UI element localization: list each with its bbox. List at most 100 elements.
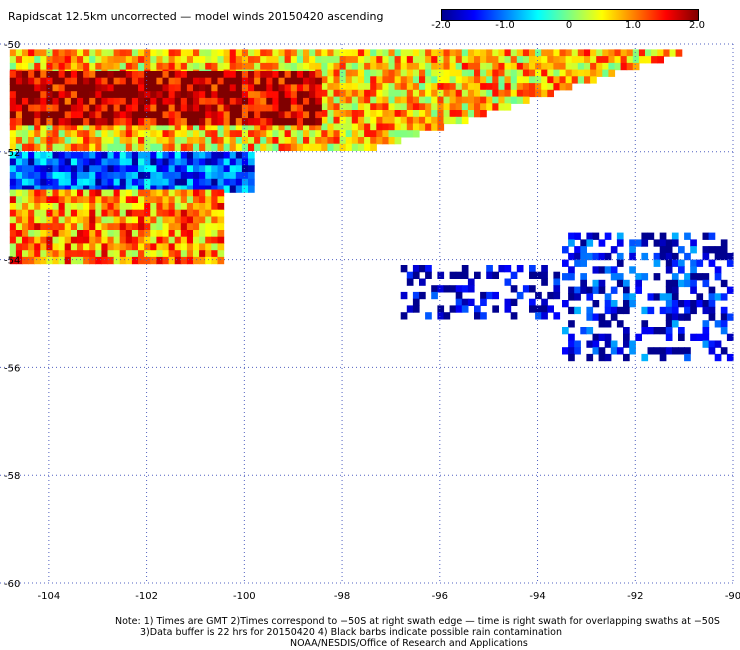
- heatmap-cell: [400, 96, 408, 104]
- heatmap-cell: [150, 223, 157, 231]
- heatmap-cell: [708, 313, 716, 321]
- heatmap-cell: [541, 278, 548, 286]
- heatmap-cell: [412, 56, 420, 64]
- heatmap-cell: [70, 223, 78, 231]
- heatmap-cell: [553, 271, 561, 279]
- heatmap-cell: [388, 103, 396, 111]
- heatmap-cell: [614, 49, 622, 57]
- heatmap-cell: [376, 89, 383, 98]
- heatmap-cell: [303, 56, 310, 64]
- heatmap-cell: [431, 76, 438, 84]
- heatmap-cell: [174, 189, 182, 197]
- heatmap-cell: [193, 130, 200, 138]
- heatmap-cell: [89, 97, 96, 106]
- heatmap-cell: [119, 118, 127, 126]
- heatmap-cell: [193, 250, 200, 258]
- heatmap-cell: [626, 56, 634, 64]
- heatmap-cell: [339, 56, 347, 64]
- heatmap-cell: [529, 89, 536, 98]
- heatmap-cell: [461, 62, 469, 71]
- heatmap-cell: [623, 353, 630, 362]
- heatmap-cell: [125, 178, 133, 187]
- heatmap-cell: [205, 230, 212, 238]
- heatmap-cell: [162, 185, 170, 193]
- heatmap-cell: [702, 273, 710, 281]
- heatmap-cell: [113, 256, 121, 265]
- heatmap-cell: [180, 203, 188, 211]
- heatmap-cell: [659, 252, 667, 261]
- heatmap-cell: [266, 143, 273, 151]
- heatmap-cell: [309, 137, 316, 145]
- heatmap-cell: [180, 111, 188, 119]
- heatmap-cell: [394, 103, 402, 111]
- heatmap-cell: [315, 118, 322, 126]
- heatmap-cell: [193, 143, 200, 151]
- heatmap-cell: [486, 62, 493, 71]
- heatmap-cell: [113, 143, 121, 151]
- heatmap-cell: [138, 230, 145, 238]
- heatmap-cell: [34, 236, 41, 244]
- heatmap-cell: [333, 83, 341, 91]
- heatmap-cell: [388, 89, 396, 98]
- heatmap-cell: [156, 143, 164, 151]
- heatmap-cell: [382, 96, 390, 104]
- heatmap-cell: [309, 71, 316, 79]
- heatmap-cell: [574, 252, 581, 261]
- heatmap-cell: [461, 265, 469, 273]
- heatmap-cell: [174, 104, 182, 112]
- heatmap-cell: [303, 71, 310, 79]
- heatmap-cell: [193, 104, 200, 112]
- heatmap-cell: [125, 165, 133, 173]
- heatmap-cell: [205, 151, 212, 160]
- heatmap-cell: [604, 340, 612, 348]
- heatmap-cell: [83, 62, 90, 71]
- heatmap-cell: [168, 250, 176, 258]
- heatmap-cell: [125, 123, 133, 131]
- heatmap-cell: [419, 83, 426, 91]
- heatmap-cell: [272, 91, 280, 99]
- heatmap-cell: [443, 62, 451, 71]
- heatmap-cell: [150, 137, 157, 145]
- heatmap-cell: [83, 143, 90, 151]
- heatmap-cell: [678, 279, 685, 288]
- heatmap-cell: [77, 172, 84, 180]
- heatmap-cell: [229, 158, 237, 166]
- heatmap-cell: [211, 256, 218, 265]
- heatmap-cell: [498, 76, 506, 84]
- heatmap-cell: [586, 327, 594, 335]
- heatmap-cell: [52, 118, 60, 126]
- heatmap-cell: [678, 246, 685, 254]
- heatmap-cell: [15, 123, 23, 131]
- heatmap-cell: [46, 71, 54, 79]
- heatmap-cell: [364, 143, 371, 151]
- heatmap-cell: [266, 91, 273, 99]
- heatmap-cell: [647, 347, 655, 355]
- heatmap-cell: [144, 62, 151, 71]
- heatmap-cell: [107, 97, 115, 106]
- heatmap-cell: [113, 230, 121, 238]
- heatmap-cell: [522, 76, 530, 84]
- heatmap-cell: [604, 266, 612, 274]
- heatmap-cell: [83, 230, 90, 238]
- heatmap-cell: [726, 313, 734, 321]
- heatmap-cell: [248, 172, 255, 180]
- heatmap-cell: [150, 111, 157, 119]
- heatmap-cell: [303, 62, 310, 71]
- heatmap-cell: [144, 77, 151, 85]
- heatmap-cell: [498, 265, 506, 273]
- heatmap-cell: [174, 77, 182, 85]
- heatmap-cell: [131, 151, 139, 160]
- heatmap-cell: [144, 56, 151, 64]
- heatmap-cell: [592, 300, 600, 308]
- heatmap-cell: [217, 91, 225, 99]
- heatmap-cell: [303, 143, 310, 151]
- heatmap-cell: [46, 143, 54, 151]
- heatmap-cell: [217, 49, 225, 57]
- heatmap-cell: [443, 285, 451, 293]
- heatmap-cell: [635, 279, 642, 288]
- heatmap-cell: [315, 104, 322, 112]
- heatmap-cell: [83, 189, 90, 197]
- heatmap-cell: [174, 236, 182, 244]
- heatmap-cell: [186, 172, 194, 180]
